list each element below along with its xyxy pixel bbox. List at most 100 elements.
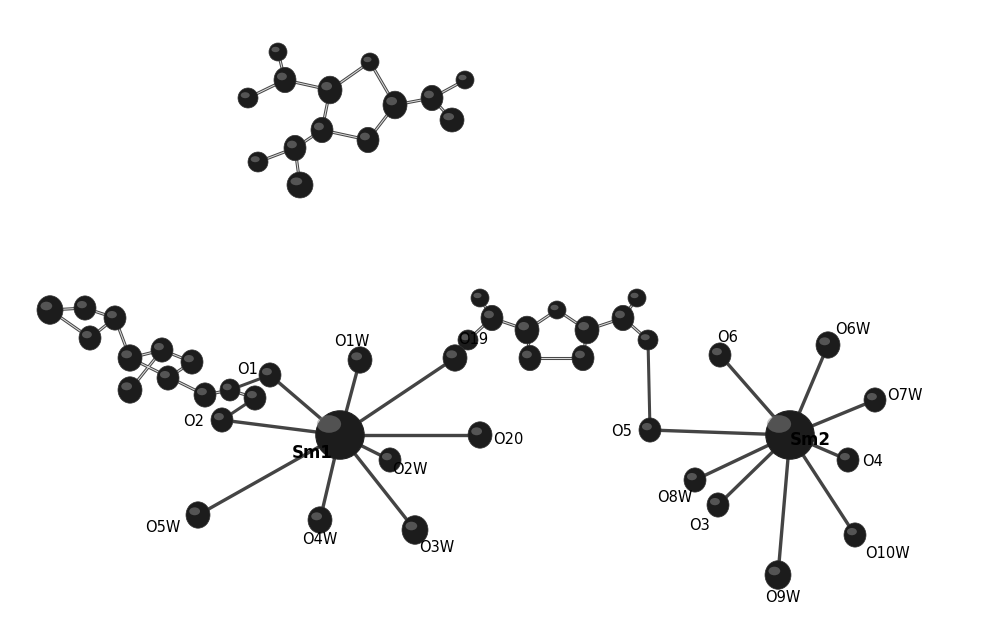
Ellipse shape <box>181 350 203 374</box>
Ellipse shape <box>767 415 791 433</box>
Ellipse shape <box>244 386 266 410</box>
Ellipse shape <box>518 322 529 330</box>
Ellipse shape <box>638 330 658 350</box>
Ellipse shape <box>104 306 126 330</box>
Ellipse shape <box>308 507 332 534</box>
Ellipse shape <box>712 348 722 355</box>
Text: O5: O5 <box>612 424 632 440</box>
Text: O3: O3 <box>690 517 710 532</box>
Ellipse shape <box>458 74 467 80</box>
Ellipse shape <box>184 355 194 362</box>
Ellipse shape <box>321 82 332 91</box>
Ellipse shape <box>461 334 470 340</box>
Ellipse shape <box>74 296 96 320</box>
Ellipse shape <box>819 337 830 345</box>
Ellipse shape <box>186 502 210 528</box>
Ellipse shape <box>382 453 392 460</box>
Ellipse shape <box>157 366 179 390</box>
Ellipse shape <box>471 428 482 435</box>
Ellipse shape <box>471 289 489 307</box>
Text: O4: O4 <box>863 455 883 469</box>
Ellipse shape <box>361 53 379 71</box>
Ellipse shape <box>550 305 559 310</box>
Text: O5W: O5W <box>145 519 181 535</box>
Ellipse shape <box>456 71 474 89</box>
Text: O6: O6 <box>718 329 738 345</box>
Ellipse shape <box>241 92 250 98</box>
Text: O1: O1 <box>238 363 258 377</box>
Ellipse shape <box>424 91 434 98</box>
Ellipse shape <box>481 306 503 331</box>
Ellipse shape <box>160 371 170 378</box>
Ellipse shape <box>642 423 652 430</box>
Ellipse shape <box>515 317 539 344</box>
Ellipse shape <box>311 512 322 520</box>
Text: O10W: O10W <box>865 546 909 560</box>
Ellipse shape <box>79 326 101 350</box>
Ellipse shape <box>765 560 791 589</box>
Ellipse shape <box>443 113 454 120</box>
Ellipse shape <box>684 468 706 492</box>
Text: Sm1: Sm1 <box>292 444 332 462</box>
Text: O2W: O2W <box>392 462 428 478</box>
Ellipse shape <box>154 343 164 351</box>
Ellipse shape <box>248 152 268 172</box>
Ellipse shape <box>197 388 207 395</box>
Text: Sm2: Sm2 <box>790 431 830 449</box>
Ellipse shape <box>259 363 281 387</box>
Ellipse shape <box>578 322 589 330</box>
Ellipse shape <box>710 498 720 505</box>
Ellipse shape <box>360 133 370 140</box>
Ellipse shape <box>766 411 814 459</box>
Ellipse shape <box>314 123 324 130</box>
Ellipse shape <box>837 448 859 472</box>
Ellipse shape <box>522 351 532 358</box>
Ellipse shape <box>847 528 857 535</box>
Ellipse shape <box>615 311 625 318</box>
Ellipse shape <box>214 413 224 421</box>
Ellipse shape <box>318 76 342 104</box>
Ellipse shape <box>194 383 216 407</box>
Ellipse shape <box>867 393 877 400</box>
Ellipse shape <box>639 418 661 442</box>
Text: O20: O20 <box>493 433 523 447</box>
Ellipse shape <box>844 523 866 547</box>
Ellipse shape <box>151 338 173 362</box>
Text: O7W: O7W <box>887 388 923 403</box>
Text: O8W: O8W <box>657 490 693 505</box>
Ellipse shape <box>82 331 92 338</box>
Ellipse shape <box>348 347 372 373</box>
Ellipse shape <box>316 411 364 459</box>
Ellipse shape <box>628 289 646 307</box>
Ellipse shape <box>473 293 482 298</box>
Ellipse shape <box>707 493 729 517</box>
Ellipse shape <box>840 453 850 460</box>
Ellipse shape <box>77 301 87 308</box>
Ellipse shape <box>37 296 63 324</box>
Ellipse shape <box>317 415 341 433</box>
Ellipse shape <box>223 384 232 390</box>
Ellipse shape <box>251 156 260 162</box>
Ellipse shape <box>484 311 494 318</box>
Ellipse shape <box>864 388 886 412</box>
Ellipse shape <box>575 317 599 344</box>
Ellipse shape <box>284 135 306 160</box>
Ellipse shape <box>575 351 585 358</box>
Ellipse shape <box>291 177 302 186</box>
Text: O19: O19 <box>458 333 488 347</box>
Ellipse shape <box>357 127 379 153</box>
Ellipse shape <box>379 448 401 472</box>
Ellipse shape <box>406 522 417 530</box>
Ellipse shape <box>118 345 142 371</box>
Ellipse shape <box>572 345 594 370</box>
Ellipse shape <box>468 422 492 448</box>
Ellipse shape <box>421 85 443 110</box>
Ellipse shape <box>238 88 258 108</box>
Ellipse shape <box>443 345 467 371</box>
Ellipse shape <box>269 43 287 61</box>
Ellipse shape <box>687 473 697 480</box>
Ellipse shape <box>121 351 132 358</box>
Ellipse shape <box>709 343 731 367</box>
Ellipse shape <box>440 108 464 132</box>
Text: O9W: O9W <box>765 589 801 605</box>
